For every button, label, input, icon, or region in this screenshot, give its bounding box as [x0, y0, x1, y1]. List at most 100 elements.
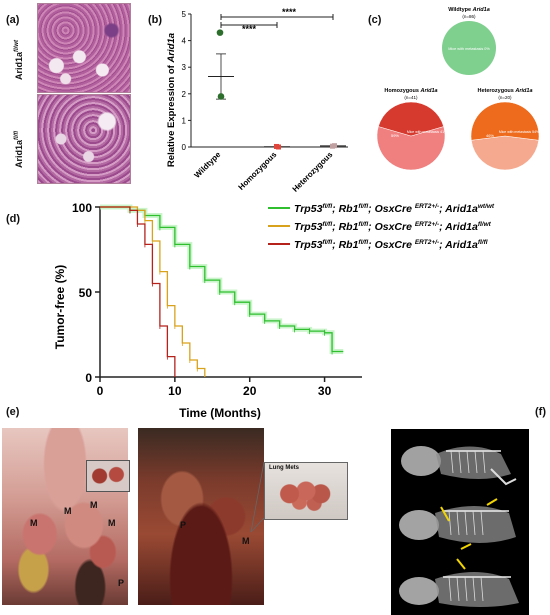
legend-text-part: ; Rb1: [332, 203, 358, 215]
legend-text-part: Trp53: [294, 239, 323, 251]
pie-het-slice-a: 46%: [486, 133, 494, 138]
label-p2: P: [180, 520, 187, 530]
pie-heterozygous: [470, 101, 540, 171]
legend-text-part: ERT2+/-: [415, 203, 439, 210]
label-p1: P: [118, 578, 125, 588]
lung-mets-photo: [264, 462, 348, 520]
expression-axes: 0 1 2 3 4 5 Wildtype Homozygous Heterozygous: [182, 10, 348, 194]
survival-curves: [100, 204, 344, 377]
x-tick-label: Heterozygous: [291, 150, 335, 194]
pie-wildtype: [442, 21, 496, 75]
y-tick-label: 1: [182, 116, 187, 125]
data-point: [332, 143, 337, 149]
legend-text-part: ; Arid1a: [439, 221, 478, 233]
y-tick-label: 100: [72, 201, 92, 215]
pie-wildtype-n: (n=86): [462, 14, 476, 19]
data-point: [216, 29, 224, 36]
label-flfl-sup: fl/fl: [14, 130, 20, 140]
metastasis-pies: Wildtype Arid1a (n=86) Mice with metasta…: [376, 7, 540, 171]
gross-photo-2: [138, 428, 264, 605]
label-flfl-gene: Arid1a: [14, 139, 24, 168]
y-tick-label: 0: [85, 371, 92, 385]
survival-xlabel: Time (Months): [179, 406, 261, 420]
panel-label-c: (c): [368, 14, 382, 26]
label-flwt-gene: Arid1a: [14, 51, 24, 80]
pie-slice: [378, 101, 444, 137]
lung-mets-label: Lung Mets: [269, 465, 299, 471]
y-tick-label: 0: [182, 143, 187, 152]
significance-marker-2: ****: [282, 7, 297, 17]
lung-mets-connector: [250, 462, 265, 533]
legend-entry: Trp53fl/fl; Rb1fl/fl; OsxCre ERT2+/-; Ar…: [294, 239, 488, 251]
label-m2: M: [64, 506, 72, 516]
y-tick-label: 4: [182, 37, 187, 46]
pie-slice: [442, 21, 496, 75]
legend-text-part: ; OsxCre: [368, 221, 415, 233]
legend-text-part: Trp53: [294, 221, 323, 233]
survival-ylabel: Tumor-free (%): [53, 265, 67, 349]
legend-text-part: ERT2+/-: [415, 239, 439, 246]
y-tick-label: 50: [79, 286, 93, 300]
legend-text-part: ; Arid1a: [439, 203, 478, 215]
panel-label-b: (b): [148, 14, 163, 26]
legend-text-part: ERT2+/-: [415, 221, 439, 228]
legend-text-part: ; Rb1: [332, 239, 358, 251]
x-tick-label: Wildtype: [193, 150, 223, 180]
x-tick-label: 20: [243, 384, 257, 398]
x-tick-label: 30: [318, 384, 332, 398]
legend-text-part: fl/fl: [358, 203, 368, 210]
significance-marker-1: ****: [242, 24, 257, 34]
pie-homo-slice-b: Mice with metastasis 41%: [407, 130, 447, 134]
ct-scan-3: [391, 553, 529, 615]
survival-legend: Trp53fl/fl; Rb1fl/fl; OsxCre ERT2+/-; Ar…: [268, 203, 495, 251]
label-m1: M: [30, 518, 38, 528]
legend-entry: Trp53fl/fl; Rb1fl/fl; OsxCre ERT2+/-; Ar…: [294, 221, 492, 233]
label-flwt: Arid1afl/wt: [14, 20, 30, 80]
panel-label-a: (a): [6, 14, 20, 26]
pie-het-slice-b: Mice with metastasis 54%: [499, 130, 539, 134]
x-tick-label: 10: [168, 384, 182, 398]
y-tick-label: 5: [182, 10, 187, 19]
pie-het-title: Heterozygous Arid1a: [477, 88, 532, 94]
label-flwt-sup: fl/wt: [14, 39, 20, 52]
y-tick-label: 2: [182, 90, 187, 99]
survival-chart: Tumor-free (%) Time (Months) 0 50 100 0 10 20…: [53, 201, 495, 420]
panel-label-e: (e): [6, 406, 20, 418]
legend-text-part: fl/wt: [478, 221, 492, 228]
label-m4: M: [108, 518, 116, 528]
pie-wildtype-slice-label: Mice with metastasis 0%: [448, 47, 490, 51]
histology-image-flwt: [37, 3, 131, 93]
data-point: [276, 144, 281, 150]
panel-label-d: (d): [6, 213, 21, 225]
label-m3: M: [90, 500, 98, 510]
data-point: [217, 93, 225, 100]
legend-text-part: fl/fl: [358, 239, 368, 246]
survival-curve: [100, 206, 206, 377]
legend-text-part: ; OsxCre: [368, 203, 415, 215]
ct-scan-2: [391, 491, 529, 553]
expression-ylabel: Relative Expression of Arid1a: [166, 33, 177, 167]
legend-text-part: ; Rb1: [332, 221, 358, 233]
x-tick-label: 0: [97, 384, 104, 398]
legend-text-part: Trp53: [294, 203, 323, 215]
survival-curve: [100, 206, 176, 377]
gross-photo-1-inset: [86, 460, 130, 492]
expression-chart: Relative Expression of Arid1a 0 1 2 3 4 5 Wild…: [166, 7, 348, 194]
legend-entry: Trp53fl/fl; Rb1fl/fl; OsxCre ERT2+/-; Ar…: [294, 203, 495, 215]
ct-scan-1: [391, 429, 529, 491]
survival-axes: 0 50 100 0 10 20 30: [72, 201, 362, 398]
legend-text-part: fl/fl: [358, 221, 368, 228]
label-flfl: Arid1afl/fl: [14, 108, 30, 168]
pie-homo-title: Homozygous Arid1a: [384, 88, 437, 94]
histology-image-flfl: [37, 94, 131, 184]
label-m5: M: [242, 536, 250, 546]
legend-text-part: ; OsxCre: [368, 239, 415, 251]
pie-het-n: (n=20): [498, 95, 512, 100]
legend-text-part: fl/fl: [478, 239, 488, 246]
pie-wildtype-title: Wildtype Arid1a: [448, 7, 490, 13]
legend-text-part: wt/wt: [478, 203, 495, 210]
legend-text-part: fl/fl: [322, 239, 332, 246]
x-tick-label: Homozygous: [237, 150, 279, 192]
pie-slice: [376, 126, 446, 171]
panel-label-f: (f): [535, 406, 546, 418]
